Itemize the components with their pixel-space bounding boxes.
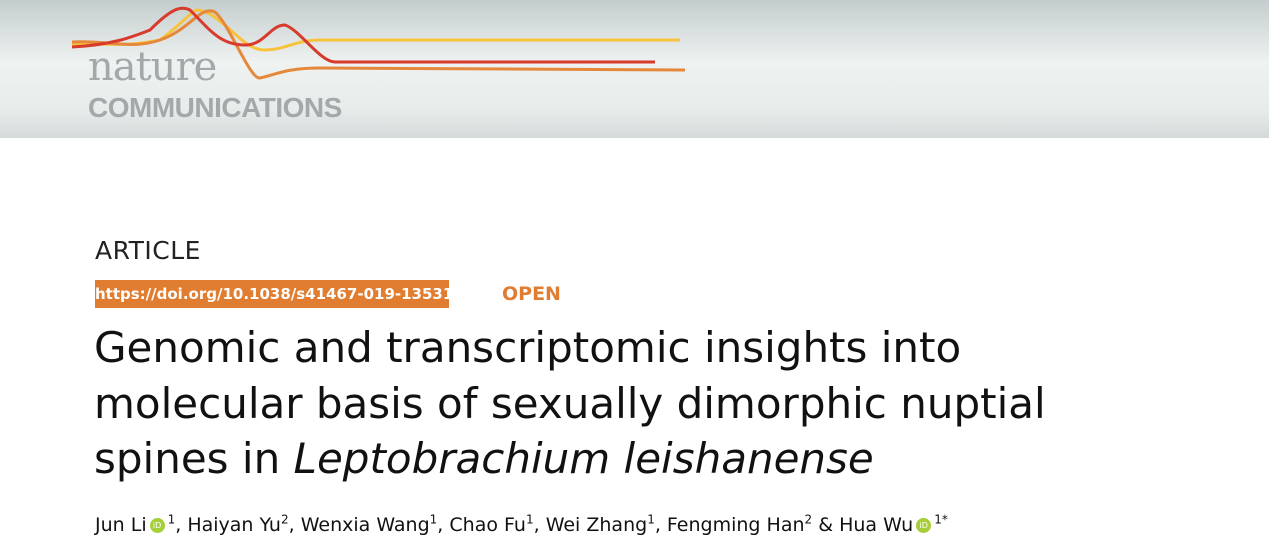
logo-communications: COMMUNICATIONS bbox=[88, 92, 342, 123]
affiliation-marker: 2 bbox=[280, 512, 289, 527]
affiliation-marker: 1 bbox=[167, 512, 176, 527]
article-title: Genomic and transcriptomic insights into… bbox=[94, 320, 1046, 487]
affiliation-marker: 1* bbox=[934, 512, 948, 527]
affiliation-marker: 1 bbox=[429, 512, 438, 527]
orcid-icon[interactable]: iD bbox=[149, 518, 165, 533]
author-name[interactable]: Wei Zhang bbox=[545, 514, 648, 536]
journal-banner: nature COMMUNICATIONS bbox=[0, 0, 1269, 138]
author-name[interactable]: Jun Li bbox=[95, 514, 147, 536]
author-separator: , bbox=[654, 514, 667, 536]
author-separator: , bbox=[437, 514, 450, 536]
logo-nature: nature bbox=[88, 44, 217, 90]
title-text: spines in bbox=[94, 434, 294, 483]
author-name[interactable]: Haiyan Yu bbox=[187, 514, 281, 536]
author-separator: & bbox=[812, 514, 840, 536]
affiliation-marker: 1 bbox=[525, 512, 534, 527]
orcid-icon[interactable]: iD bbox=[916, 518, 932, 533]
doi-link[interactable]: https://doi.org/10.1038/s41467-019-13531… bbox=[95, 280, 470, 308]
open-access-badge: OPEN bbox=[502, 283, 561, 305]
logo-wave-graphic bbox=[71, 6, 686, 80]
author-separator: , bbox=[288, 514, 301, 536]
title-line: spines in Leptobrachium leishanense bbox=[94, 431, 1046, 487]
author-name[interactable]: Hua Wu bbox=[839, 514, 914, 536]
author-separator: , bbox=[175, 514, 188, 536]
title-line: Genomic and transcriptomic insights into bbox=[94, 323, 962, 372]
title-line: molecular basis of sexually dimorphic nu… bbox=[94, 378, 1046, 428]
author-separator: , bbox=[533, 514, 546, 536]
species-name: Leptobrachium leishanense bbox=[293, 434, 874, 483]
author-name[interactable]: Fengming Han bbox=[666, 514, 805, 536]
article-type: ARTICLE bbox=[95, 236, 201, 265]
author-name[interactable]: Wenxia Wang bbox=[300, 514, 430, 536]
affiliation-marker: 1 bbox=[647, 512, 655, 527]
affiliation-marker: 2 bbox=[804, 512, 813, 527]
author-name[interactable]: Chao Fu bbox=[449, 514, 526, 536]
author-list: Jun Li iD 1, Haiyan Yu2, Wenxia Wang1, Cha… bbox=[95, 512, 948, 538]
